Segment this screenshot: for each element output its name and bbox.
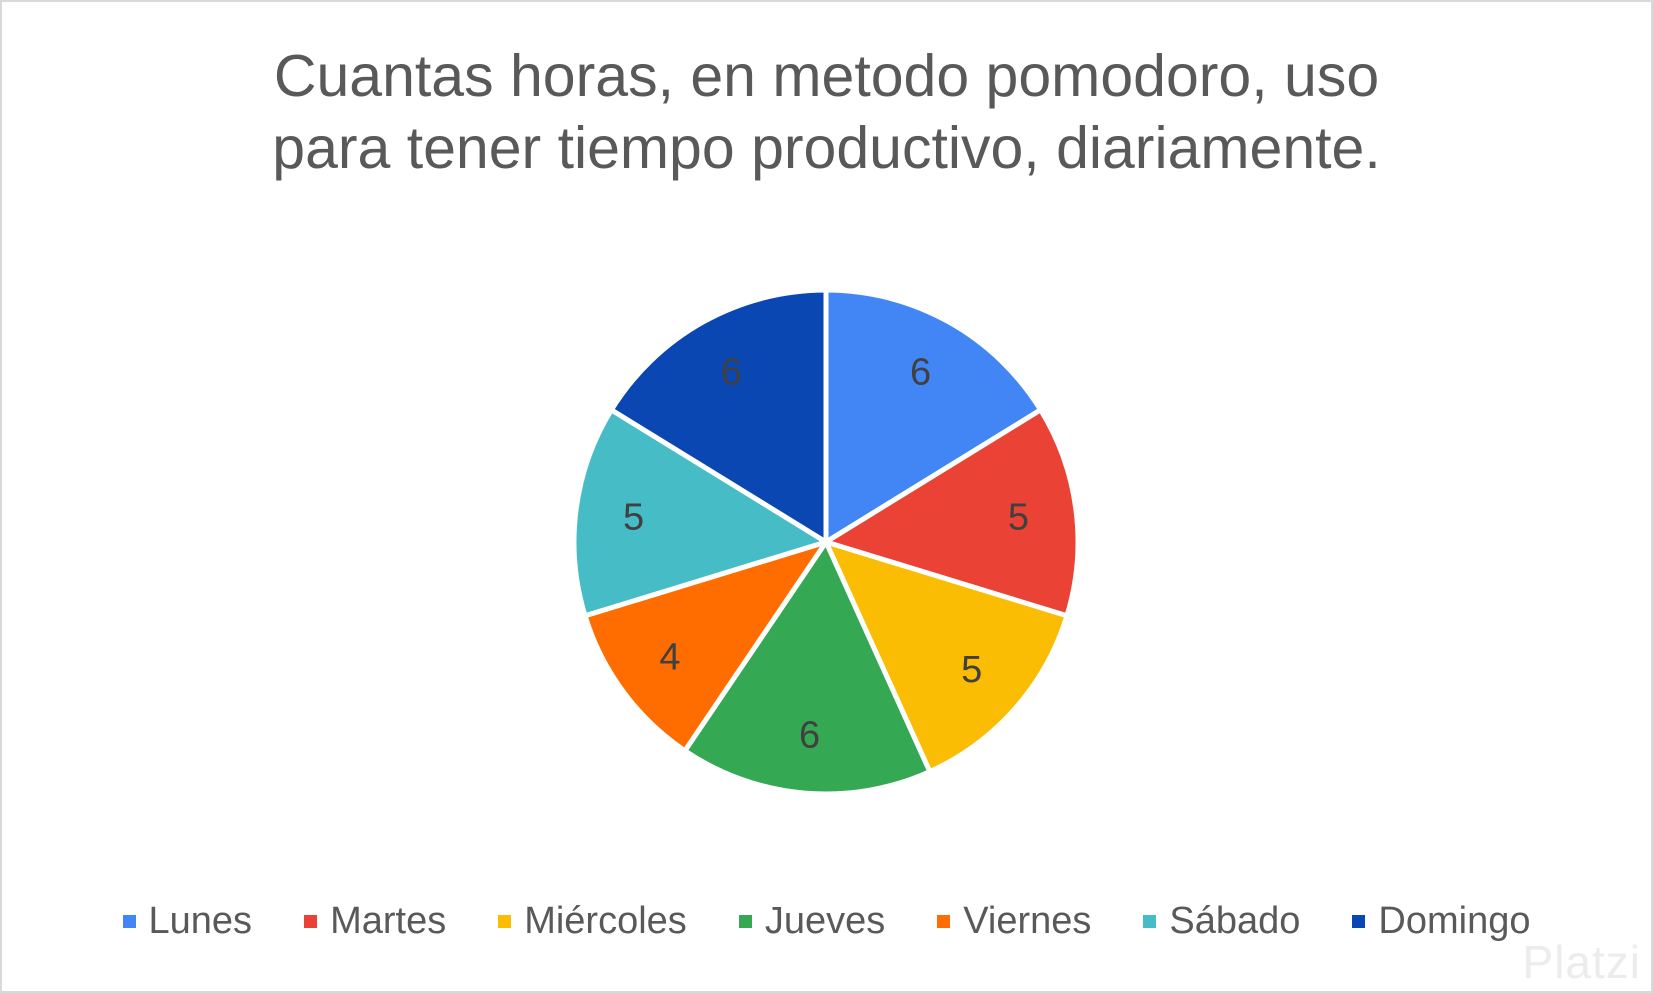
data-label-sábado: 5 xyxy=(623,496,644,538)
legend-swatch xyxy=(937,915,951,928)
legend-label: Lunes xyxy=(148,900,253,942)
legend-item-martes: Martes xyxy=(304,900,446,943)
legend-item-lunes: Lunes xyxy=(122,900,253,943)
pie-data-labels: 6 5 5 6 4 5 6 xyxy=(623,352,1029,757)
chart-legend: Lunes Martes Miércoles Jueves Viernes Sábado D… xyxy=(2,900,1651,943)
chart-title-line-2: para tener tiempo productivo, diariament… xyxy=(272,115,1381,181)
data-label-miércoles: 5 xyxy=(961,649,982,691)
legend-label: Viernes xyxy=(963,900,1092,942)
legend-label: Martes xyxy=(330,900,447,942)
legend-item-miércoles: Miércoles xyxy=(498,900,687,943)
pie-slice-viernes xyxy=(581,537,833,755)
watermark-text: Platzi xyxy=(1522,936,1641,988)
pie-slice-martes xyxy=(819,406,1081,619)
legend-item-viernes: Viernes xyxy=(937,900,1091,943)
legend-item-sábado: Sábado xyxy=(1143,900,1300,943)
legend-swatch xyxy=(1352,915,1366,928)
pie-slice-miércoles xyxy=(821,537,1071,775)
pie-slices xyxy=(571,287,1081,797)
legend-item-jueves: Jueves xyxy=(738,900,886,943)
data-label-lunes: 6 xyxy=(910,352,931,394)
data-label-viernes: 4 xyxy=(659,636,680,678)
pie-slice-jueves xyxy=(681,536,934,797)
data-label-jueves: 6 xyxy=(799,714,820,756)
pie-slice-domingo xyxy=(607,287,829,547)
legend-item-domingo: Domingo xyxy=(1352,900,1530,943)
data-label-domingo: 6 xyxy=(721,352,742,394)
legend-label: Sábado xyxy=(1169,900,1301,942)
legend-swatch xyxy=(304,915,318,928)
legend-label: Jueves xyxy=(764,900,886,942)
chart-title-line-1: Cuantas horas, en metodo pomodoro, uso xyxy=(273,43,1380,109)
legend-swatch xyxy=(1143,915,1157,928)
data-label-martes: 5 xyxy=(1008,496,1029,538)
legend-label: Miércoles xyxy=(524,900,687,942)
pie-slice-lunes xyxy=(823,287,1045,547)
legend-label: Domingo xyxy=(1378,900,1531,942)
legend-swatch xyxy=(738,915,752,928)
legend-swatch xyxy=(498,915,512,928)
pie-slice-sábado xyxy=(571,406,833,619)
legend-swatch xyxy=(122,915,136,928)
chart-title: Cuantas horas, en metodo pomodoro, uso p… xyxy=(2,40,1651,184)
watermark: Platzi xyxy=(1523,935,1641,989)
